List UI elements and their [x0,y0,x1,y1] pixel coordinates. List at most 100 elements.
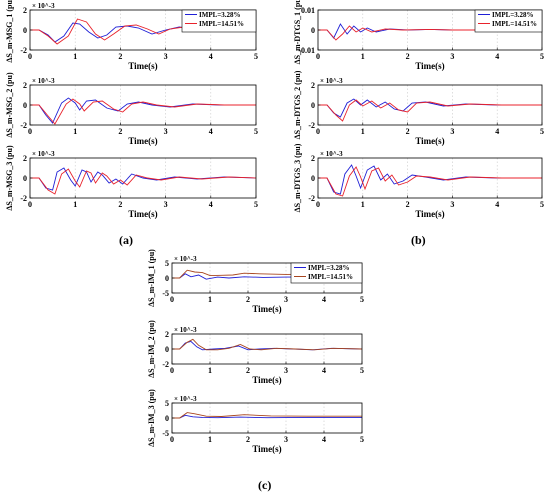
y-axis-label: ΔS_m-IM_3 (pu) [147,389,156,447]
y-tick-label: 5 [165,259,169,268]
x-tick-label: 3 [450,127,454,136]
x-tick-label: 0 [316,200,320,209]
y-tick-label: 0 [165,345,169,354]
y-tick-label: -2 [20,121,27,130]
series-line-2 [318,99,542,122]
y-tick-label: 2 [311,81,315,90]
x-tick-label: 3 [164,200,168,209]
x-axis-label: Time(s) [128,209,157,219]
x-tick-label: 5 [254,200,258,209]
x-tick-label: 2 [246,295,250,304]
x-tick-label: 5 [360,435,364,444]
x-tick-label: 0 [28,200,32,209]
x-tick-label: 1 [361,52,365,61]
x-tick-label: 3 [284,366,288,375]
x-tick-label: 2 [246,366,250,375]
x-tick-label: 0 [170,366,174,375]
x-tick-label: 4 [209,127,213,136]
y-tick-label: 0 [23,174,27,183]
x-axis-label: Time(s) [415,209,444,219]
x-tick-label: 2 [406,200,410,209]
x-tick-label: 2 [406,52,410,61]
y-axis-label: ΔS_m-DTGS_2 (pu) [293,70,302,139]
axis-exponent: × 10^-3 [174,326,197,334]
legend: IMPL=3.28%IMPL=14.51% [290,262,363,284]
x-tick-label: 5 [254,127,258,136]
x-tick-label: 4 [322,435,326,444]
x-tick-label: 1 [208,295,212,304]
series-line-2 [318,166,542,197]
series-line-2 [172,412,362,419]
x-tick-label: 4 [209,200,213,209]
axis-exponent: × 10^-3 [32,77,55,85]
y-tick-label: 0 [311,174,315,183]
series-line-1 [318,164,542,195]
y-tick-label: 0 [311,26,315,35]
y-tick-label: 2 [23,81,27,90]
x-tick-label: 1 [361,200,365,209]
y-axis-label: ΔS_m-MSG_3 (pu) [5,145,14,211]
x-tick-label: 3 [450,52,454,61]
x-tick-label: 1 [361,127,365,136]
legend-box [181,9,257,33]
x-tick-label: 0 [28,52,32,61]
x-axis-label: Time(s) [128,61,157,71]
y-tick-label: 2 [23,6,27,15]
series-line-1 [30,97,256,124]
series-line-2 [30,98,256,125]
legend-label-2: IMPL=14.51% [199,20,244,28]
x-tick-label: 3 [164,52,168,61]
x-tick-label: 5 [540,127,544,136]
x-tick-label: 2 [118,127,122,136]
y-tick-label: 0 [23,101,27,110]
y-tick-label: 5 [165,399,169,408]
x-tick-label: 4 [495,127,499,136]
x-tick-label: 4 [322,295,326,304]
y-tick-label: 2 [165,330,169,339]
legend-label-1: IMPL=3.28% [492,11,534,19]
x-tick-label: 1 [73,127,77,136]
caption-a: (a) [119,233,133,247]
x-tick-label: 2 [118,52,122,61]
y-axis-label: ΔS_m-MSG_1 (pu) [5,0,14,63]
y-axis-label: ΔS_m-IM_2 (pu) [147,320,156,378]
y-tick-label: -2 [162,360,169,369]
x-axis-label: Time(s) [252,375,281,385]
legend: IMPL=3.28%IMPL=14.51% [181,9,257,33]
x-tick-label: 0 [170,295,174,304]
x-tick-label: 5 [540,52,544,61]
axis-exponent: × 10^-3 [320,150,343,158]
x-tick-label: 4 [209,52,213,61]
y-tick-label: -2 [20,194,27,203]
y-axis-label: ΔS_m-DTGS_3 (pu) [293,143,302,212]
x-tick-label: 4 [322,366,326,375]
x-tick-label: 0 [316,127,320,136]
x-axis-label: Time(s) [252,304,281,314]
x-axis-label: Time(s) [252,444,281,454]
y-tick-label: 0 [23,26,27,35]
series-line-1 [172,273,362,280]
x-tick-label: 1 [208,435,212,444]
y-axis-label: ΔS_m-IM_1 (pu) [147,249,156,307]
y-tick-label: 2 [311,154,315,163]
series-line-1 [30,167,257,191]
x-axis-label: Time(s) [415,61,444,71]
x-axis-label: Time(s) [128,136,157,146]
caption-b: (b) [411,233,426,247]
x-tick-label: 1 [73,52,77,61]
x-tick-label: 1 [208,366,212,375]
y-axis-label: ΔS_m-MSG_2 (pu) [5,72,14,138]
y-tick-label: -5 [162,289,169,298]
series-line-1 [172,414,362,419]
x-tick-label: 4 [495,52,499,61]
x-tick-label: 4 [495,200,499,209]
x-axis-label: Time(s) [415,136,444,146]
y-tick-label: 0 [165,414,169,423]
x-tick-label: 3 [450,200,454,209]
legend-label-2: IMPL=14.51% [492,20,537,28]
